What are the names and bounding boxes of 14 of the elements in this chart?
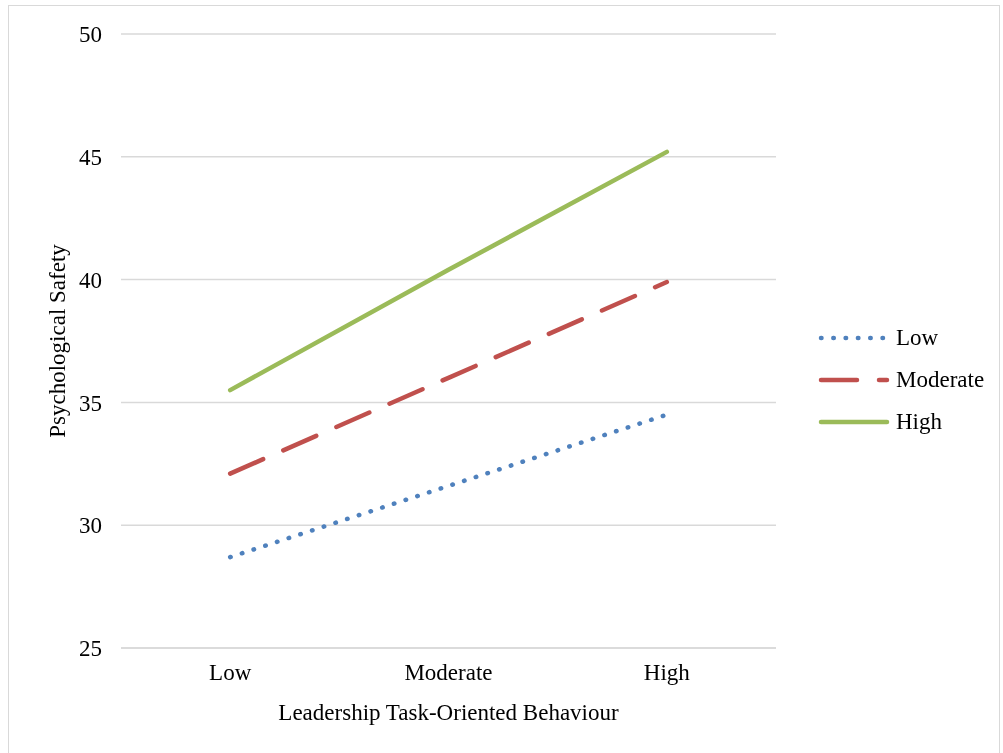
y-axis-title: Psychological Safety	[45, 243, 71, 438]
legend-label: High	[896, 409, 942, 435]
x-tick-label: Moderate	[404, 660, 493, 686]
y-tick-label: 45	[79, 144, 102, 170]
x-tick-label: High	[643, 660, 691, 686]
x-tick-label: Low	[209, 660, 252, 686]
x-axis-title: Leadership Task-Oriented Behaviour	[278, 700, 619, 725]
y-tick-label: 30	[79, 513, 102, 539]
legend-label: Low	[896, 325, 939, 351]
legend-label: Moderate	[896, 367, 985, 393]
y-tick-label: 25	[79, 636, 102, 662]
y-tick-label: 50	[79, 22, 102, 48]
y-tick-label: 40	[79, 267, 102, 293]
y-tick-label: 35	[79, 390, 102, 416]
